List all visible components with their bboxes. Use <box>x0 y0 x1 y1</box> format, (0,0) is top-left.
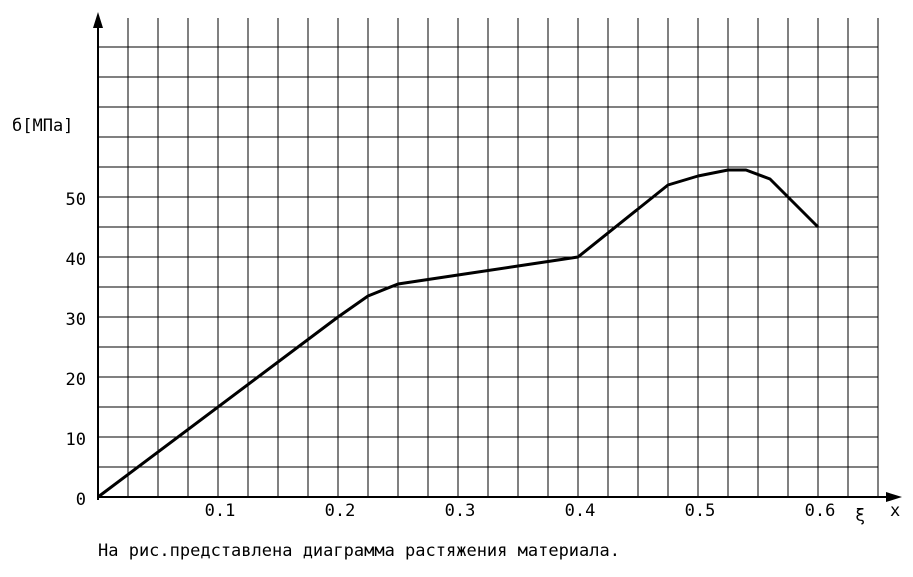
y-arrow <box>93 12 103 28</box>
y-tick-label: 40 <box>66 250 86 270</box>
x-tick-label: 0.3 <box>445 501 476 521</box>
x-tick-label: 0.6 <box>805 501 836 521</box>
y-tick-label: 50 <box>66 190 86 210</box>
x-axis-symbol: ξ <box>855 506 865 526</box>
x-axis-label: x <box>890 501 900 521</box>
x-arrow <box>886 492 902 502</box>
y-tick-label: 30 <box>66 310 86 330</box>
y-axis-label: б[МПа] <box>12 116 73 136</box>
y-tick-label: 10 <box>66 430 86 450</box>
caption: На рис.представлена диаграмма растяжения… <box>98 541 620 561</box>
y-tick-label: 20 <box>66 370 86 390</box>
x-tick-label: 0.2 <box>325 501 356 521</box>
x-tick-label: 0.4 <box>565 501 596 521</box>
x-tick-label: 0.5 <box>685 501 716 521</box>
data-line <box>97 168 820 499</box>
y-tick-label: 0 <box>76 490 86 510</box>
x-tick-label: 0.1 <box>205 501 236 521</box>
